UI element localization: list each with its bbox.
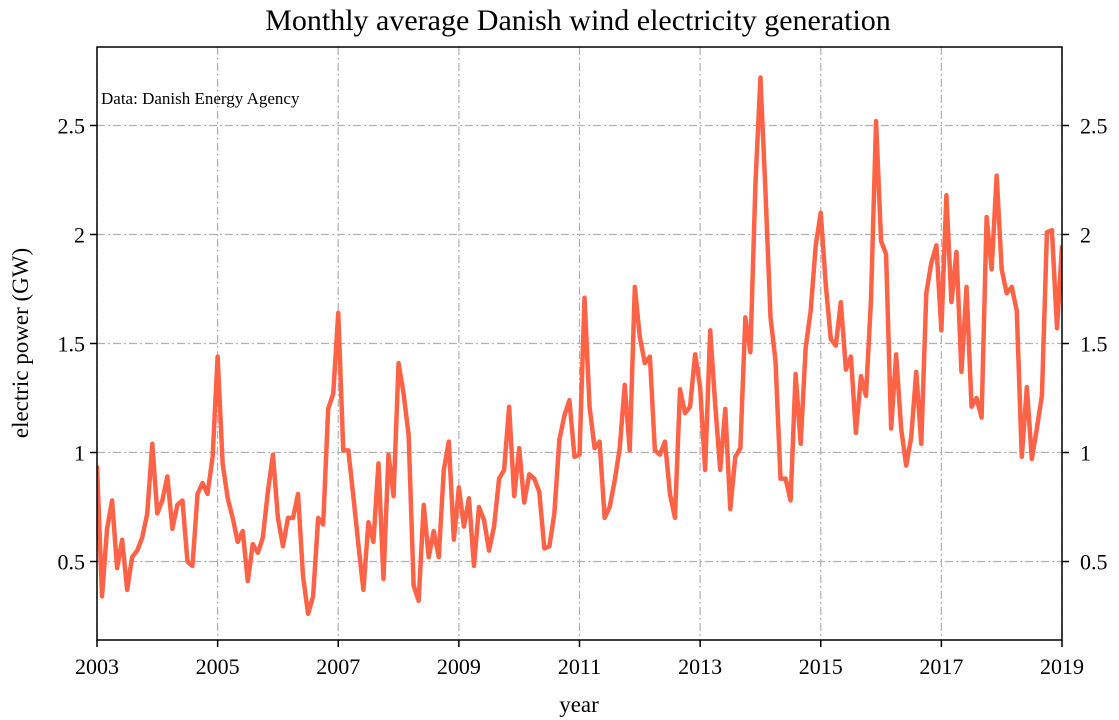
- x-tick-label: 2005: [196, 654, 240, 679]
- y-tick-label: 0.5: [58, 550, 86, 575]
- y2-tick-label: 0.5: [1080, 550, 1108, 575]
- y-tick-label: 2.5: [58, 113, 86, 138]
- y2-tick-label: 2.5: [1080, 113, 1108, 138]
- data-line: [97, 75, 1062, 617]
- y-axis-label: electric power (GW): [8, 248, 33, 438]
- chart-title: Monthly average Danish wind electricity …: [265, 4, 891, 37]
- plot-area: [97, 75, 1062, 617]
- y-tick-label: 2: [74, 222, 85, 247]
- annotation: Data: Danish Energy Agency: [101, 89, 300, 108]
- x-tick-label: 2007: [316, 654, 360, 679]
- x-tick-label: 2019: [1040, 654, 1084, 679]
- y2-tick-label: 1: [1080, 441, 1091, 466]
- y-tick-label: 1.5: [58, 332, 86, 357]
- x-tick-label: 2017: [919, 654, 963, 679]
- x-tick-label: 2013: [678, 654, 722, 679]
- x-axis-label: year: [559, 692, 599, 717]
- y-tick-label: 1: [74, 441, 85, 466]
- y2-tick-label: 2: [1080, 222, 1091, 247]
- x-tick-label: 2009: [437, 654, 481, 679]
- grid: [96, 47, 1063, 640]
- x-tick-label: 2015: [799, 654, 843, 679]
- x-tick-label: 2003: [75, 654, 119, 679]
- x-tick-label: 2011: [558, 654, 601, 679]
- axes: 2003 2005 2007 2009 2011 2013 2015 2017 2019 0.5 1…: [58, 113, 1108, 679]
- y2-tick-label: 1.5: [1080, 332, 1108, 357]
